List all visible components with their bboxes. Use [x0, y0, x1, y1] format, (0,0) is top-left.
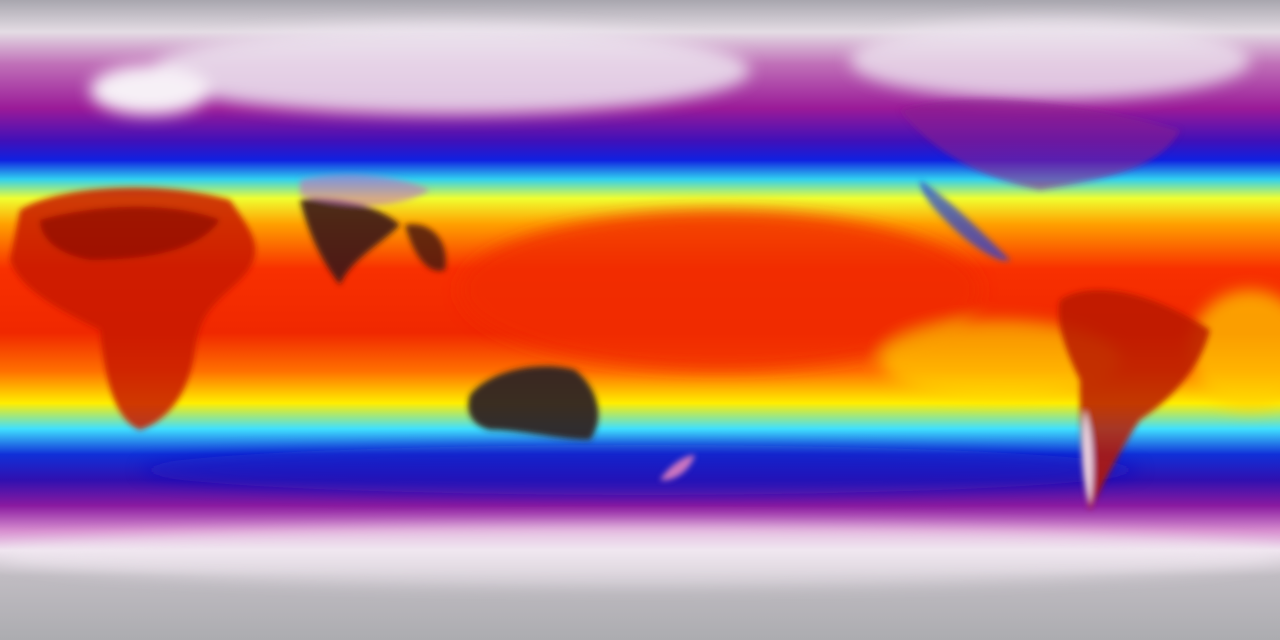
sahara-hot	[40, 206, 220, 260]
arabia-india	[300, 198, 400, 285]
south-atlantic-warm	[1190, 290, 1280, 410]
north-america	[900, 99, 1180, 190]
regional-variations	[0, 20, 1280, 585]
central-america-mexico	[920, 180, 1010, 261]
australia	[468, 366, 599, 440]
arctic-white-region	[150, 25, 750, 115]
andes-cool	[1082, 410, 1094, 505]
continents	[10, 99, 1210, 510]
arctic-white-region-east	[850, 20, 1250, 100]
southern-ocean-blue	[140, 445, 1140, 495]
antarctic-white	[0, 525, 1280, 585]
east-pacific-cool-tongue	[880, 320, 1120, 400]
greenland-white	[90, 65, 210, 115]
southeast-asia	[405, 224, 446, 271]
new-zealand	[660, 455, 695, 481]
south-america	[1058, 290, 1210, 510]
pacific-warm-region	[460, 210, 980, 370]
tibet-plateau	[300, 174, 430, 206]
